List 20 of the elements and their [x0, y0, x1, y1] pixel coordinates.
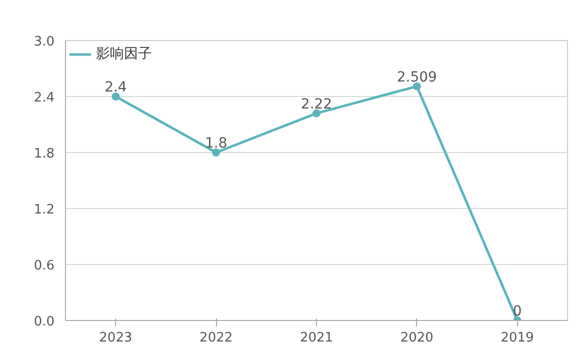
x-tick-label: 2022 [200, 330, 233, 344]
x-tick-label: 2019 [500, 330, 534, 344]
point [412, 82, 421, 90]
x-tick-label: 2023 [99, 330, 132, 344]
y-tick-label: 0.6 [34, 258, 55, 274]
data-label: 2.509 [396, 69, 437, 86]
x-tick-label: 2021 [300, 330, 334, 344]
legend-label: 影响因子 [96, 45, 152, 63]
y-tick-label: 1.2 [34, 202, 55, 218]
x-tick-label: 2020 [400, 330, 434, 344]
data-label: 2.4 [104, 80, 127, 96]
point [112, 92, 120, 100]
data-label: 2.22 [300, 96, 332, 112]
point [212, 148, 220, 156]
y-tick-label: 2.4 [34, 90, 55, 106]
y-tick-label: 1.8 [34, 146, 55, 162]
y-tick-label: 3.0 [34, 34, 55, 50]
data-label: 1.8 [204, 136, 228, 152]
point [312, 109, 320, 118]
y-tick-label: 0.0 [34, 314, 55, 330]
